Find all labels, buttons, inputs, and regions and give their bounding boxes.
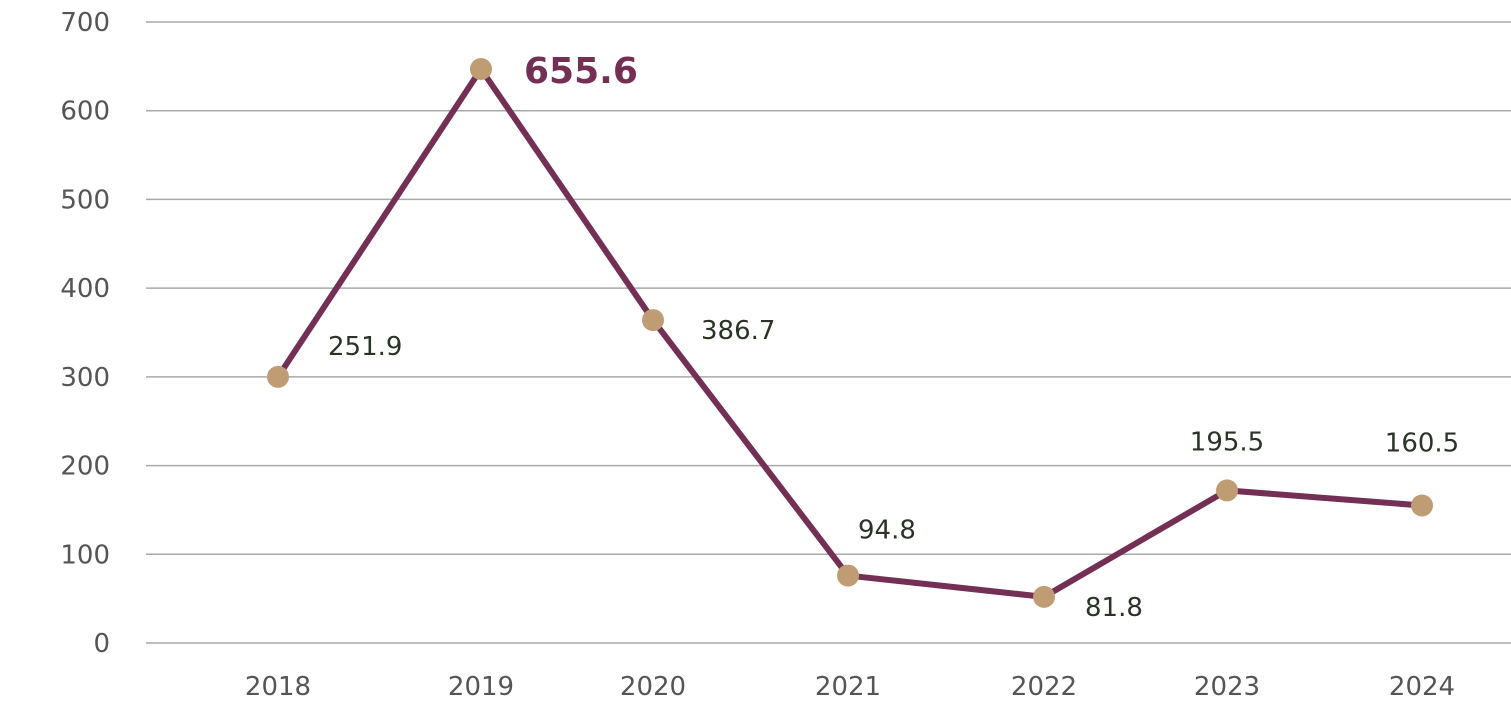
y-tick-label: 300: [60, 363, 110, 393]
data-point-2022: [1033, 585, 1055, 608]
x-tick-label: 2024: [1389, 672, 1455, 702]
x-tick-label: 2018: [245, 672, 311, 702]
y-tick-label: 400: [60, 274, 110, 304]
y-tick-label: 600: [60, 97, 110, 127]
data-point-2021: [837, 564, 859, 587]
y-tick-label: 500: [60, 185, 110, 215]
gridlines: [146, 21, 1511, 644]
data-label-2024: 160.5: [1385, 428, 1459, 458]
data-label-2022: 81.8: [1085, 593, 1143, 623]
data-point-2019: [470, 58, 492, 81]
x-tick-label: 2022: [1011, 672, 1077, 702]
y-tick-label: 200: [60, 452, 110, 482]
data-label-2020: 386.7: [701, 316, 775, 346]
y-tick-label: 0: [93, 629, 110, 659]
x-axis-ticks: 2018 2019 2020 2021 2022 2023 2024: [245, 672, 1455, 702]
data-point-2024: [1411, 494, 1433, 517]
data-labels: 251.9 655.6 386.7 94.8 81.8 195.5 160.5: [328, 51, 1459, 623]
y-axis-ticks: 0 100 200 300 400 500 600 700: [60, 8, 110, 659]
series-line: [275, 66, 1425, 600]
x-tick-label: 2023: [1194, 672, 1260, 702]
x-tick-label: 2021: [815, 672, 881, 702]
markers: [267, 58, 1433, 608]
y-tick-label: 100: [60, 540, 110, 570]
data-label-2019: 655.6: [524, 51, 638, 92]
x-tick-label: 2020: [620, 672, 686, 702]
data-point-2023: [1216, 479, 1238, 502]
x-tick-label: 2019: [448, 672, 514, 702]
data-point-2018: [267, 365, 289, 388]
data-label-2023: 195.5: [1190, 427, 1264, 457]
data-point-2020: [642, 309, 664, 332]
data-label-2018: 251.9: [328, 332, 402, 362]
y-tick-label: 700: [60, 8, 110, 38]
series-layer: [275, 66, 1425, 600]
data-label-2021: 94.8: [858, 516, 916, 546]
